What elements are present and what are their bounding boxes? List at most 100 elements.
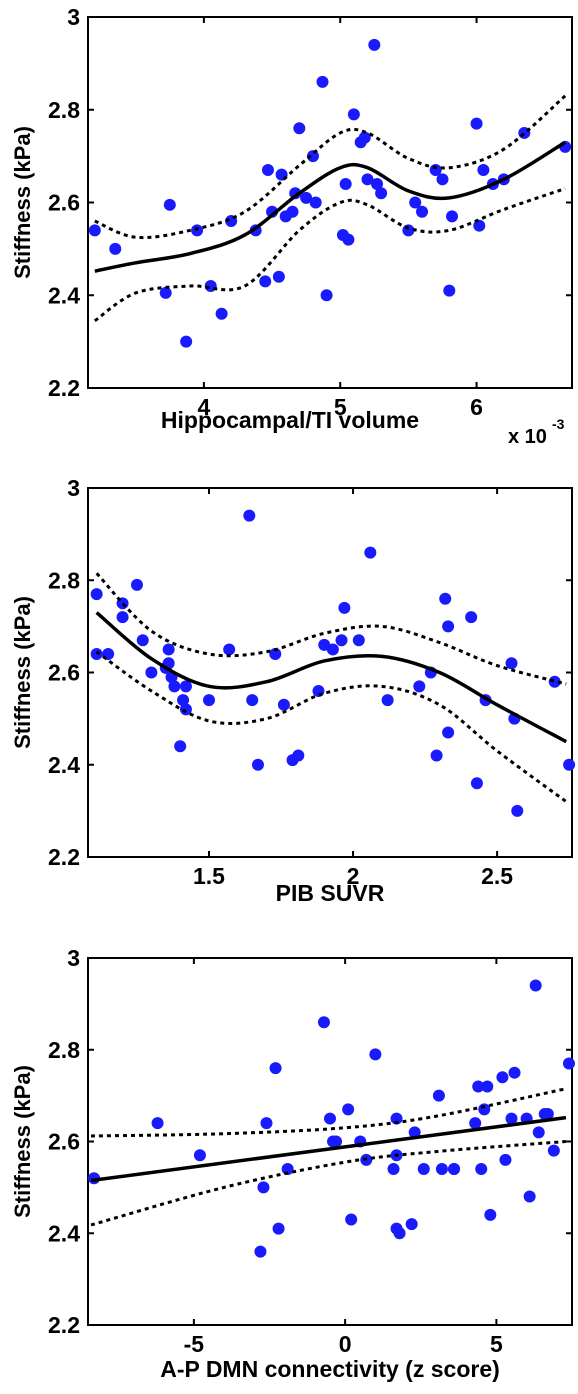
- y-tick-label: 2.8: [48, 567, 80, 593]
- data-point: [435, 1163, 448, 1176]
- data-point: [496, 1071, 509, 1084]
- data-point: [286, 205, 299, 218]
- data-point: [470, 117, 483, 130]
- data-point: [547, 1144, 560, 1157]
- data-point: [429, 164, 442, 177]
- data-point: [416, 205, 429, 218]
- data-point: [289, 187, 302, 200]
- data-point: [272, 270, 285, 283]
- data-point: [368, 38, 381, 51]
- ci-lower-line: [90, 1140, 567, 1227]
- data-point: [292, 749, 305, 762]
- ci-upper-line: [90, 1087, 567, 1138]
- data-point: [511, 804, 524, 817]
- data-point: [338, 601, 351, 614]
- data-point: [223, 643, 236, 656]
- data-point: [523, 1190, 536, 1203]
- data-point: [342, 1103, 355, 1116]
- y-tick-label: 2.4: [48, 282, 80, 308]
- data-point: [548, 675, 561, 688]
- y-tick-label: 3: [67, 475, 80, 501]
- data-point: [203, 694, 215, 707]
- data-point: [413, 680, 426, 693]
- fit-line: [94, 140, 567, 273]
- data-point: [361, 173, 374, 186]
- data-point: [339, 177, 352, 190]
- y-tick-label: 2.4: [48, 1220, 80, 1246]
- data-point: [272, 1222, 285, 1235]
- data-point: [439, 592, 452, 605]
- data-point: [151, 1117, 164, 1130]
- data-point: [541, 1107, 554, 1120]
- data-point: [261, 164, 274, 177]
- data-point: [159, 286, 172, 299]
- data-point: [430, 749, 443, 762]
- data-point: [481, 1080, 494, 1093]
- data-point: [174, 740, 187, 753]
- data-point: [562, 1057, 575, 1070]
- data-point: [358, 131, 371, 144]
- pib-suvr-panel: 2.2 2.4 2.6 2.8 3 1.5 2 2.5 PIB SUVR Stiffness (k…: [10, 475, 576, 906]
- data-point: [342, 233, 355, 246]
- data-point: [442, 620, 455, 633]
- data-point: [393, 1227, 406, 1240]
- y-tick-label: 3: [67, 4, 80, 30]
- y-tick-label: 2.6: [48, 1129, 80, 1155]
- x-tick-label: 1.5: [193, 863, 225, 889]
- ci-upper-line: [94, 94, 567, 240]
- data-point: [484, 1208, 497, 1221]
- data-point: [432, 1089, 445, 1102]
- x-tick-label: 0: [339, 1331, 352, 1357]
- data-point: [469, 1117, 482, 1130]
- data-point: [408, 1126, 421, 1139]
- data-point: [254, 1245, 267, 1258]
- data-point: [505, 1112, 518, 1125]
- ci-upper-line: [95, 572, 567, 686]
- y-tick-label: 2.4: [48, 752, 80, 778]
- data-point: [320, 289, 333, 302]
- data-point: [269, 1062, 282, 1075]
- data-point: [281, 1163, 294, 1176]
- data-point: [145, 666, 158, 679]
- y-tick-label: 2.2: [48, 375, 80, 401]
- data-point: [191, 224, 204, 237]
- y-axis-label: Stiffness (kPa): [10, 596, 35, 749]
- data-point: [293, 122, 306, 135]
- data-point: [257, 1181, 270, 1194]
- data-point: [369, 1048, 382, 1061]
- data-point: [162, 643, 175, 656]
- x-tick-label: 4: [197, 394, 210, 420]
- data-point: [417, 1163, 430, 1176]
- y-tick-label: 2.6: [48, 660, 80, 686]
- data-point: [88, 224, 101, 237]
- plot-frame: [87, 16, 573, 389]
- data-point: [563, 758, 576, 771]
- data-point: [243, 509, 256, 522]
- data-point: [405, 1218, 418, 1231]
- data-point: [109, 242, 122, 255]
- y-tick-label: 3: [67, 945, 80, 971]
- data-point: [193, 1149, 206, 1162]
- dmn-connectivity-panel: 2.2 2.4 2.6 2.8 3 -5 0 5A-P DMN connectivity (z…: [10, 945, 575, 1382]
- data-point: [330, 1135, 343, 1148]
- fit-line: [90, 1115, 567, 1183]
- ci-lower-line: [95, 650, 568, 803]
- data-point: [180, 335, 193, 348]
- data-point: [364, 546, 377, 559]
- data-point: [130, 578, 143, 591]
- data-point: [473, 219, 486, 232]
- data-point: [326, 643, 339, 656]
- x-tick-label: 6: [470, 394, 483, 420]
- data-point: [215, 307, 228, 320]
- y-tick-label: 2.6: [48, 190, 80, 216]
- y-axis-label: Stiffness (kPa): [10, 126, 35, 279]
- data-point: [316, 75, 329, 88]
- x-tick-label: -5: [184, 1331, 205, 1357]
- data-point: [470, 777, 483, 790]
- data-point: [387, 1163, 400, 1176]
- data-point: [446, 210, 459, 223]
- data-point: [443, 284, 456, 297]
- plot-frame: [87, 487, 573, 858]
- data-point: [335, 634, 348, 647]
